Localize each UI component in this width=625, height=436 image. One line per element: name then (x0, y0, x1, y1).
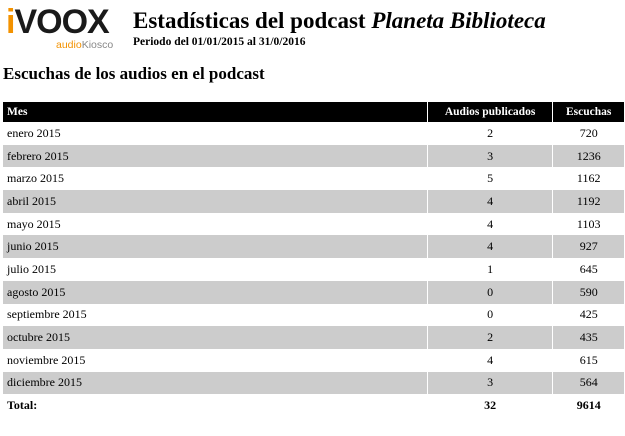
logo-sub-kiosco: Kiosco (81, 39, 114, 51)
table-row: agosto 2015 0 590 (3, 280, 624, 304)
cell-escuchas: 1236 (552, 144, 624, 168)
cell-escuchas: 435 (552, 326, 624, 349)
cell-audios: 4 (426, 212, 553, 236)
period-text: Periodo del 01/01/2015 al 31/0/2016 (133, 36, 306, 48)
cell-audios: 0 (426, 280, 553, 304)
cell-escuchas: 1162 (552, 167, 624, 191)
cell-audios: 2 (426, 122, 553, 145)
stats-table: Mes Audios publicados Escuchas enero 201… (3, 102, 624, 417)
section-title: Escuchas de los audios en el podcast (3, 64, 265, 83)
logo-i: i (6, 3, 16, 41)
cell-audios: 3 (426, 144, 553, 168)
cell-mes: noviembre 2015 (3, 348, 427, 372)
cell-mes: mayo 2015 (3, 212, 427, 236)
logo-voox: VOOX (14, 3, 109, 41)
cell-mes: enero 2015 (3, 122, 427, 145)
cell-escuchas: 927 (552, 235, 624, 259)
cell-audios: 2 (426, 326, 553, 349)
cell-mes: junio 2015 (3, 235, 427, 259)
page-title: Estadísticas del podcast Planeta Bibliot… (133, 7, 546, 35)
table-row: septiembre 2015 0 425 (3, 303, 624, 327)
table-row: febrero 2015 3 1236 (3, 144, 624, 168)
logo-wordmark: iVOOX (6, 2, 110, 42)
cell-escuchas: 564 (552, 371, 624, 395)
cell-mes: febrero 2015 (3, 144, 427, 168)
ivoox-logo[interactable]: iVOOX audioKiosco (4, 2, 122, 52)
cell-mes: septiembre 2015 (3, 303, 427, 327)
table-body: enero 2015 2 720 febrero 2015 3 1236 marzo 201… (3, 122, 624, 417)
column-header-escuchas: Escuchas (552, 102, 624, 122)
cell-audios: 1 (426, 258, 553, 281)
cell-mes: julio 2015 (3, 258, 427, 281)
cell-escuchas: 590 (552, 280, 624, 304)
cell-audios: 0 (426, 303, 553, 327)
table-row: noviembre 2015 4 615 (3, 348, 624, 372)
total-audios: 32 (426, 394, 553, 417)
cell-escuchas: 425 (552, 303, 624, 327)
table-header-row: Mes Audios publicados Escuchas (3, 102, 624, 122)
cell-mes: diciembre 2015 (3, 371, 427, 395)
logo-subtitle: audioKiosco (56, 39, 113, 51)
cell-escuchas: 645 (552, 258, 624, 281)
cell-escuchas: 1192 (552, 190, 624, 213)
table-row: abril 2015 4 1192 (3, 190, 624, 213)
cell-escuchas: 1103 (552, 212, 624, 236)
table-row: junio 2015 4 927 (3, 235, 624, 259)
cell-audios: 5 (426, 167, 553, 191)
table-row: julio 2015 1 645 (3, 258, 624, 281)
cell-audios: 3 (426, 371, 553, 395)
cell-audios: 4 (426, 348, 553, 372)
table-row: diciembre 2015 3 564 (3, 371, 624, 395)
title-prefix: Estadísticas del podcast (133, 8, 372, 33)
column-header-audios: Audios publicados (426, 102, 553, 122)
table-row: marzo 2015 5 1162 (3, 167, 624, 191)
table-row: enero 2015 2 720 (3, 122, 624, 145)
table-row: octubre 2015 2 435 (3, 326, 624, 349)
column-header-mes: Mes (3, 102, 427, 122)
cell-audios: 4 (426, 235, 553, 259)
table-row: mayo 2015 4 1103 (3, 212, 624, 236)
cell-mes: abril 2015 (3, 190, 427, 213)
cell-audios: 4 (426, 190, 553, 213)
total-label: Total: (3, 394, 427, 417)
cell-mes: marzo 2015 (3, 167, 427, 191)
logo-sub-audio: audio (56, 39, 82, 51)
total-escuchas: 9614 (552, 394, 624, 417)
cell-mes: octubre 2015 (3, 326, 427, 349)
podcast-name: Planeta Biblioteca (371, 8, 546, 33)
cell-mes: agosto 2015 (3, 280, 427, 304)
total-row: Total: 32 9614 (3, 394, 624, 417)
cell-escuchas: 615 (552, 348, 624, 372)
cell-escuchas: 720 (552, 122, 624, 145)
